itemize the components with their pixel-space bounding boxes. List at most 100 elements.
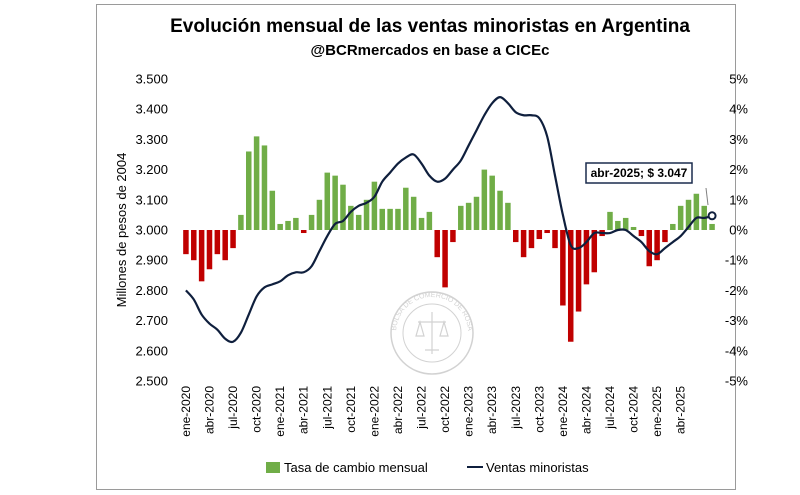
callout-text: abr-2025; $ 3.047 xyxy=(591,166,688,180)
bar-30 xyxy=(418,217,425,230)
x-tick-label: ene-2025 xyxy=(650,386,664,437)
bar-63 xyxy=(677,205,684,230)
bar-32 xyxy=(434,230,440,258)
bar-58 xyxy=(638,230,645,237)
x-tick-label: jul-2020 xyxy=(226,386,240,430)
x-tick-label: abr-2021 xyxy=(297,386,311,434)
bar-16 xyxy=(308,214,315,230)
bar-25 xyxy=(379,208,385,230)
x-tick-label: ene-2021 xyxy=(273,386,287,437)
y-tick-label: 3.300 xyxy=(135,132,168,147)
bar-18 xyxy=(324,172,331,230)
bar-36 xyxy=(465,202,472,230)
bar-7 xyxy=(238,214,244,230)
bar-26 xyxy=(387,208,393,230)
x-tick-label: jul-2022 xyxy=(415,386,429,430)
y2-tick-label: -2% xyxy=(725,283,749,298)
y2-tick-label: 3% xyxy=(729,132,748,147)
y-tick-label: 2.600 xyxy=(135,343,168,358)
y-tick-label: 3.500 xyxy=(135,72,168,87)
right-axis-ticks: -5% -4% -3% -2% -1% 0% 1% 2% 3% 4% 5% xyxy=(725,72,749,389)
bar-67 xyxy=(709,223,715,230)
y-tick-label: 2.900 xyxy=(135,253,168,268)
y-axis-label: Millones de pesos de 2004 xyxy=(114,153,129,308)
bar-43 xyxy=(520,230,527,258)
y2-tick-label: 1% xyxy=(729,192,748,207)
bar-61 xyxy=(662,230,668,243)
bar-12 xyxy=(277,223,283,230)
y-tick-label: 3.100 xyxy=(135,192,168,207)
line-end-marker xyxy=(707,211,717,221)
bar-11 xyxy=(269,190,276,230)
bar-8 xyxy=(246,151,252,230)
bar-2 xyxy=(198,230,205,282)
x-tick-label: jul-2024 xyxy=(603,386,617,430)
y-tick-label: 3.000 xyxy=(135,223,168,238)
bar-13 xyxy=(285,220,291,230)
y2-tick-label: 5% xyxy=(729,72,748,87)
x-tick-label: oct-2022 xyxy=(438,386,452,433)
bar-38 xyxy=(481,169,488,230)
x-tick-label: ene-2020 xyxy=(179,386,193,437)
y2-tick-label: 4% xyxy=(729,102,748,117)
bar-48 xyxy=(560,230,566,306)
bar-35 xyxy=(458,205,464,230)
bar-15 xyxy=(300,230,307,234)
bar-42 xyxy=(513,230,519,243)
bar-6 xyxy=(230,230,236,249)
bar-4 xyxy=(214,230,221,255)
bar-51 xyxy=(583,230,590,285)
callout-leader xyxy=(705,187,709,206)
bar-54 xyxy=(607,211,613,230)
bar-23 xyxy=(363,199,370,230)
bar-60 xyxy=(654,230,660,261)
bar-56 xyxy=(622,217,629,230)
bar-62 xyxy=(670,223,676,230)
bar-46 xyxy=(544,230,550,234)
bar-20 xyxy=(340,184,346,230)
bar-64 xyxy=(685,199,692,230)
x-tick-label: oct-2020 xyxy=(250,386,264,433)
bar-29 xyxy=(410,196,417,230)
legend-label-line: Ventas minoristas xyxy=(486,460,589,475)
y-tick-label: 3.200 xyxy=(135,162,168,177)
bar-41 xyxy=(505,202,511,230)
bar-33 xyxy=(442,230,448,288)
bar-31 xyxy=(426,211,433,230)
bar-1 xyxy=(191,230,197,261)
bar-28 xyxy=(403,187,409,230)
x-tick-label: ene-2023 xyxy=(462,386,476,437)
bar-57 xyxy=(630,226,637,230)
bar-52 xyxy=(591,230,598,273)
x-tick-label: abr-2020 xyxy=(202,386,216,434)
bar-59 xyxy=(646,230,652,267)
chart-subtitle: @BCRmercados en base a CICEc xyxy=(311,42,550,59)
bar-65 xyxy=(693,193,700,230)
annotation-callout: abr-2025; $ 3.047 xyxy=(585,162,709,206)
chart-title: Evolución mensual de las ventas minorist… xyxy=(170,16,690,37)
bar-47 xyxy=(552,230,558,249)
bar-45 xyxy=(536,230,543,240)
y2-tick-label: -1% xyxy=(725,253,749,268)
x-axis-ticks: ene-2020 abr-2020 jul-2020 oct-2020 ene-2021… xyxy=(179,386,688,437)
y-tick-label: 2.700 xyxy=(135,313,168,328)
x-tick-label: ene-2024 xyxy=(556,386,570,437)
bar-40 xyxy=(497,190,503,230)
bar-17 xyxy=(316,199,323,230)
x-tick-label: abr-2022 xyxy=(391,386,405,434)
bar-series-group xyxy=(183,136,715,342)
bar-50 xyxy=(575,230,582,312)
bar-5 xyxy=(222,230,228,261)
x-tick-label: ene-2022 xyxy=(367,386,381,437)
x-tick-label: oct-2023 xyxy=(532,386,546,433)
x-tick-label: abr-2023 xyxy=(485,386,499,434)
bar-27 xyxy=(395,208,401,230)
bar-24 xyxy=(371,181,378,230)
x-tick-label: abr-2025 xyxy=(674,386,688,434)
bar-0 xyxy=(183,230,189,255)
x-tick-label: jul-2021 xyxy=(320,386,334,430)
bar-22 xyxy=(355,214,362,230)
legend-swatch-bars xyxy=(266,462,280,473)
x-tick-label: oct-2024 xyxy=(627,386,641,433)
